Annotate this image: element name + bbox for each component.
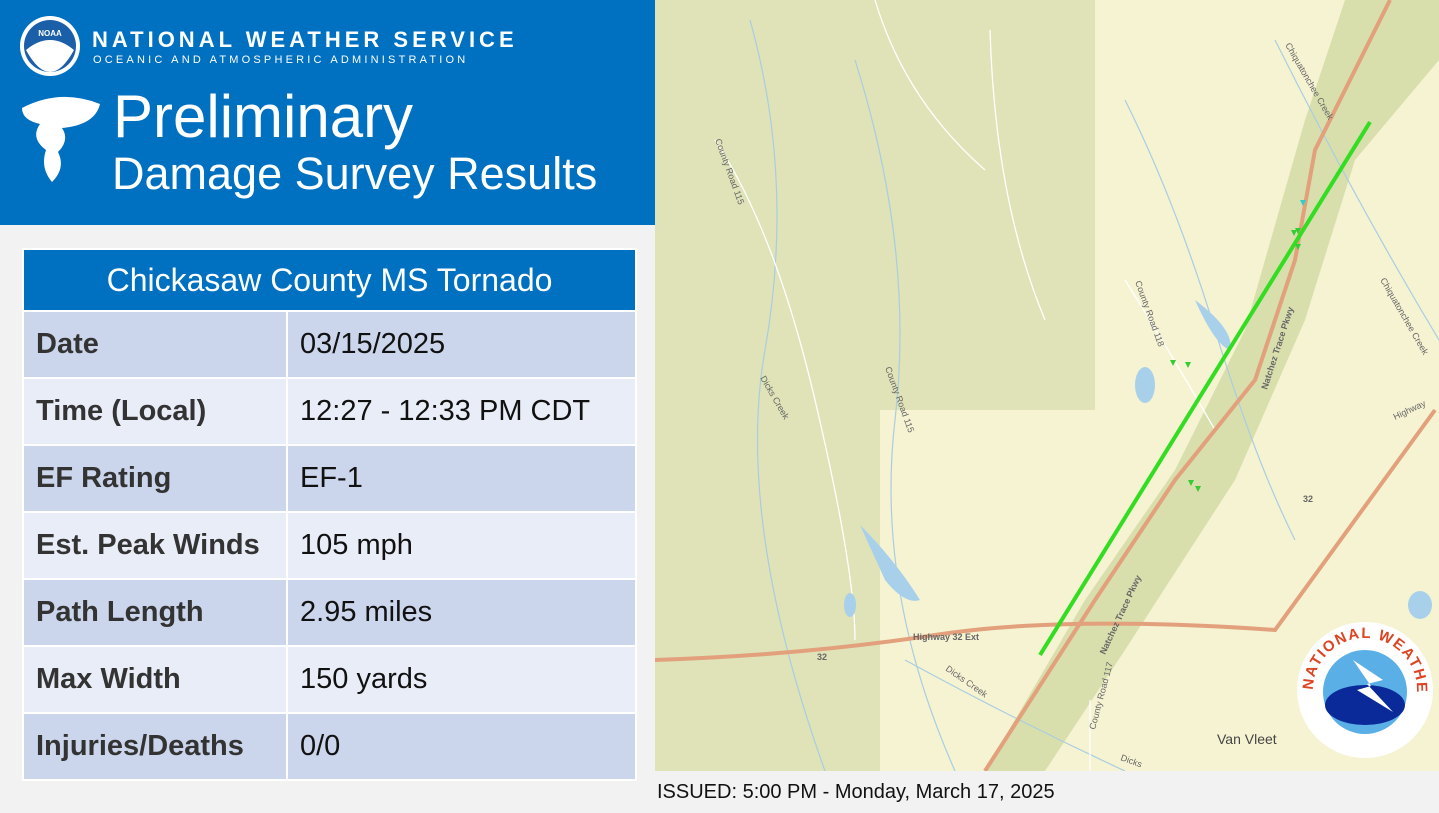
value-cell: 2.95 miles xyxy=(286,578,637,647)
value-cell: EF-1 xyxy=(286,444,637,513)
value-cell: 03/15/2025 xyxy=(286,310,637,379)
map-label: 32 xyxy=(817,652,827,662)
map-label: Highway 32 Ext xyxy=(913,632,979,642)
value-cell: 12:27 - 12:33 PM CDT xyxy=(286,377,637,446)
tornado-path xyxy=(1038,120,1372,657)
label-cell: Date xyxy=(22,310,288,379)
issued-text: ISSUED: 5:00 PM - Monday, March 17, 2025 xyxy=(657,781,1055,803)
label-cell: Path Length xyxy=(22,578,288,647)
map: County Road 115 Dicks Creek County Road … xyxy=(655,0,1439,771)
header: NOAA NATIONAL WEATHER SERVICE OCEANIC AN… xyxy=(0,0,660,225)
table-title: Chickasaw County MS Tornado xyxy=(22,248,637,312)
damage-points xyxy=(1170,200,1306,492)
label-cell: EF Rating xyxy=(22,444,288,513)
noaa-text: NOAA xyxy=(38,29,62,38)
label-cell: Injuries/Deaths xyxy=(22,712,288,781)
map-label: Van Vleet xyxy=(1217,731,1277,747)
table-row: Injuries/Deaths 0/0 xyxy=(22,712,637,781)
minor-roads xyxy=(714,0,1216,771)
land-area xyxy=(655,0,1095,771)
streams xyxy=(749,19,1439,771)
highways xyxy=(655,0,1437,771)
summary-table: Chickasaw County MS Tornado Date 03/15/20… xyxy=(22,248,637,781)
tornado-icon xyxy=(22,96,100,182)
label-cell: Max Width xyxy=(22,645,288,714)
subtitle: Damage Survey Results xyxy=(112,148,597,199)
table-row: Max Width 150 yards xyxy=(22,645,637,714)
table-row: Time (Local) 12:27 - 12:33 PM CDT xyxy=(22,377,637,446)
table-row: Est. Peak Winds 105 mph xyxy=(22,511,637,580)
subagency: OCEANIC AND ATMOSPHERIC ADMINISTRATION xyxy=(93,54,468,66)
value-cell: 105 mph xyxy=(286,511,637,580)
agency: NATIONAL WEATHER SERVICE xyxy=(92,27,518,52)
title: Preliminary xyxy=(113,83,413,150)
value-cell: 0/0 xyxy=(286,712,637,781)
value-cell: 150 yards xyxy=(286,645,637,714)
table-row: Path Length 2.95 miles xyxy=(22,578,637,647)
table-row: Date 03/15/2025 xyxy=(22,310,637,379)
map-label: 32 xyxy=(1303,494,1313,504)
label-cell: Est. Peak Winds xyxy=(22,511,288,580)
header-graphics: NOAA NATIONAL WEATHER SERVICE OCEANIC AN… xyxy=(20,16,597,199)
table-row: EF Rating EF-1 xyxy=(22,444,637,513)
water xyxy=(844,300,1432,619)
label-cell: Time (Local) xyxy=(22,377,288,446)
